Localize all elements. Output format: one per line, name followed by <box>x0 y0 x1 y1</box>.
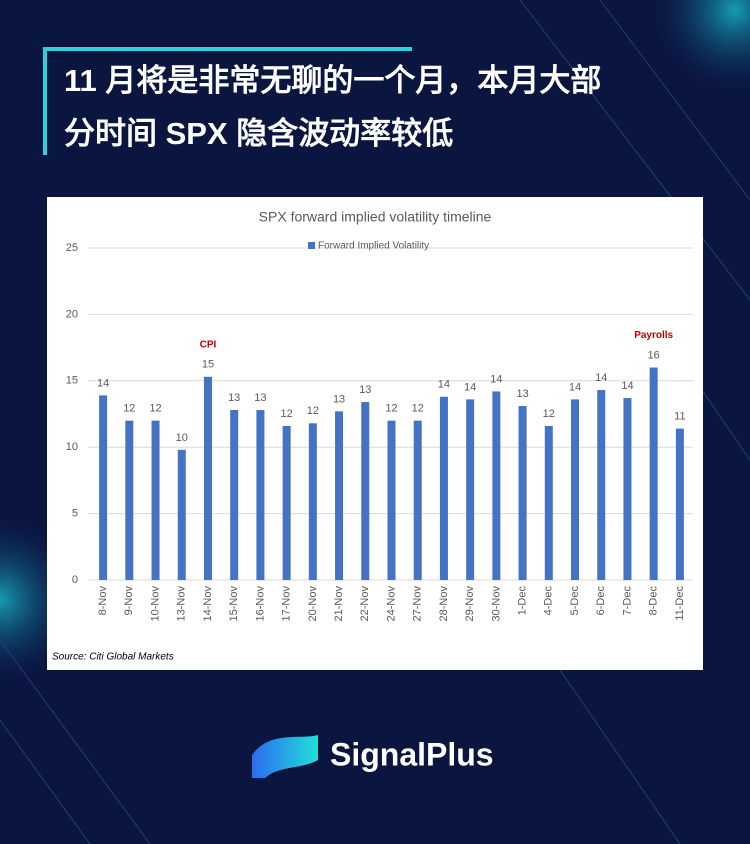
x-tick-label: 24-Nov <box>385 586 397 622</box>
x-tick-label: 13-Nov <box>176 586 188 622</box>
bar <box>335 411 344 580</box>
value-label: 14 <box>490 373 502 385</box>
x-tick-label: 28-Nov <box>438 586 450 622</box>
x-tick-label: 21-Nov <box>333 586 345 622</box>
plot: 0 5 10 15 20 25 Forward Implied Volatility 8-No… <box>66 241 693 622</box>
value-label: 14 <box>464 381 476 393</box>
value-label: 14 <box>621 380 633 392</box>
bar <box>203 376 212 580</box>
bar <box>623 398 632 580</box>
x-tick-label: 8-Nov <box>97 586 109 616</box>
bar <box>413 420 422 580</box>
bar <box>230 410 239 580</box>
bar <box>439 396 448 580</box>
y-tick-label: 0 <box>72 574 78 586</box>
legend-swatch <box>308 242 315 249</box>
title-frame <box>43 47 412 155</box>
bar <box>361 402 370 580</box>
value-label: 13 <box>516 388 528 400</box>
bar <box>125 420 134 580</box>
legend-label: Forward Implied Volatility <box>318 241 429 252</box>
logo-mark <box>252 735 318 778</box>
headline: 分时间 SPX 隐含波动率较低 <box>64 116 453 151</box>
bar <box>177 449 186 580</box>
source: Source: Citi Global Markets <box>52 652 174 663</box>
chart-title: SPX forward implied volatility timeline <box>259 209 492 225</box>
value-label: 14 <box>595 372 607 384</box>
glow <box>645 0 750 100</box>
bar <box>518 406 527 580</box>
value-label: 12 <box>149 403 161 415</box>
value-label: 13 <box>359 384 371 396</box>
x-tick-label: 14-Nov <box>202 586 214 622</box>
x-tick-label: 20-Nov <box>307 586 319 622</box>
value-label: 10 <box>176 432 188 444</box>
y-tick-label: 20 <box>66 308 78 320</box>
y-tick-label: 15 <box>66 375 78 387</box>
bar <box>466 399 475 580</box>
x-tick-label: 1-Dec <box>516 586 528 616</box>
x-tick-label: 17-Nov <box>281 586 293 622</box>
x-tick-label: 5-Dec <box>569 586 581 616</box>
bar <box>282 425 291 580</box>
x-tick-label: 30-Nov <box>490 586 502 622</box>
value-label: 12 <box>307 405 319 417</box>
x-tick-label: 16-Nov <box>254 586 266 622</box>
value-label: 14 <box>97 377 109 389</box>
headline: 11 月将是非常无聊的一个月，本月大部 <box>64 63 601 98</box>
brand: SignalPlus <box>330 736 494 772</box>
bar <box>675 428 684 580</box>
value-label: 15 <box>202 359 214 371</box>
value-label: 12 <box>412 403 424 415</box>
value-label: 11 <box>674 411 685 423</box>
value-label: 12 <box>123 403 135 415</box>
y-tick-label: 10 <box>66 441 78 453</box>
value-label: 12 <box>543 408 555 420</box>
x-tick-label: 6-Dec <box>595 586 607 616</box>
bar <box>492 391 501 580</box>
bar <box>571 399 580 580</box>
annotation: CPI <box>200 339 217 350</box>
bar <box>99 395 108 580</box>
bar <box>308 423 317 580</box>
bar <box>597 390 606 580</box>
x-tick-label: 27-Nov <box>412 586 424 622</box>
x-tick-label: 4-Dec <box>543 586 555 616</box>
value-label: 12 <box>281 408 293 420</box>
bar <box>544 425 553 580</box>
annotation: Payrolls <box>634 330 673 341</box>
y-tick-label: 25 <box>66 242 78 254</box>
y-tick-label: 5 <box>72 508 78 520</box>
value-label: 13 <box>333 393 345 405</box>
x-tick-label: 22-Nov <box>359 586 371 622</box>
value-label: 13 <box>254 392 266 404</box>
value-label: 16 <box>648 349 660 361</box>
x-tick-label: 8-Dec <box>648 586 660 616</box>
bar <box>387 420 396 580</box>
bar <box>151 420 160 580</box>
x-tick-label: 15-Nov <box>228 586 240 622</box>
value-label: 14 <box>569 381 581 393</box>
bar <box>649 367 658 580</box>
value-label: 14 <box>438 379 450 391</box>
x-tick-label: 7-Dec <box>621 586 633 616</box>
x-tick-label: 10-Nov <box>149 586 161 622</box>
bar <box>256 410 265 580</box>
value-label: 12 <box>385 403 397 415</box>
x-tick-label: 9-Nov <box>123 586 135 616</box>
x-tick-label: 29-Nov <box>464 586 476 622</box>
value-label: 13 <box>228 392 240 404</box>
x-tick-label: 11-Dec <box>674 586 686 621</box>
